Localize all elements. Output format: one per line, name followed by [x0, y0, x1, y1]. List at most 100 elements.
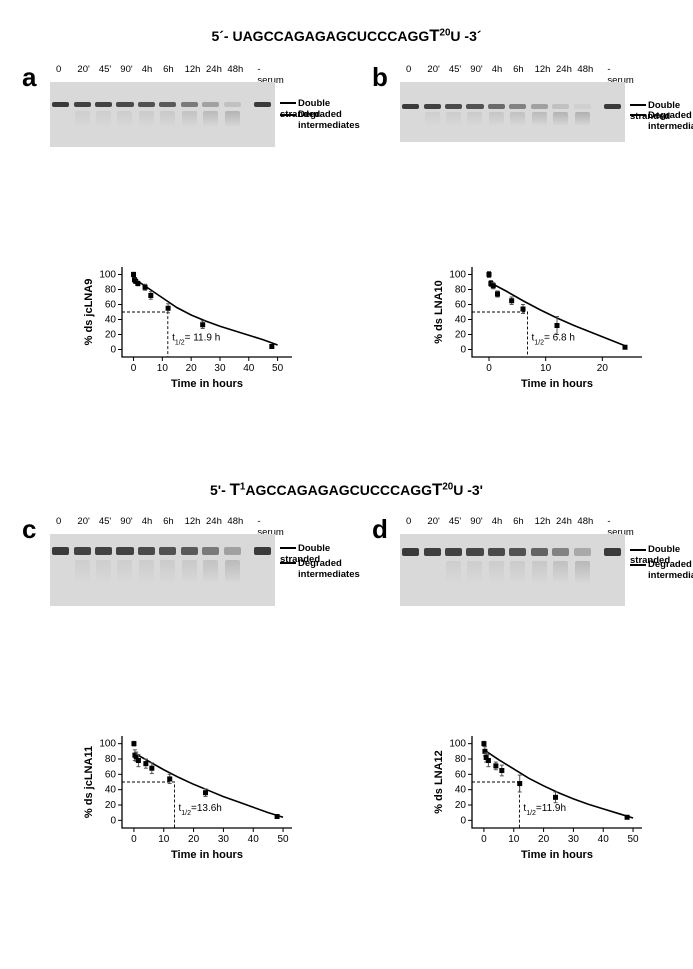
- panel-d-lane-labels: 020'45'90'4h6h12h24h48h-serum: [406, 516, 631, 530]
- lane-label: 48h: [577, 516, 593, 527]
- panel-d-gel: [400, 534, 625, 606]
- annot-text-deg: Degraded: [648, 559, 692, 570]
- svg-text:100: 100: [99, 270, 116, 281]
- svg-text:40: 40: [455, 315, 467, 326]
- svg-text:20: 20: [186, 363, 198, 374]
- svg-text:80: 80: [105, 285, 117, 296]
- svg-text:20: 20: [105, 330, 117, 341]
- svg-text:60: 60: [455, 300, 467, 311]
- lane-label: 45': [449, 64, 461, 75]
- svg-text:40: 40: [105, 785, 117, 796]
- lane-label: 48h: [227, 64, 243, 75]
- svg-text:30: 30: [568, 834, 580, 845]
- lane-label: 6h: [513, 516, 524, 527]
- svg-text:0: 0: [460, 815, 466, 826]
- svg-text:0: 0: [131, 363, 137, 374]
- panel-b-gel: [400, 82, 625, 142]
- lane-label: 45': [449, 516, 461, 527]
- svg-text:40: 40: [105, 315, 117, 326]
- svg-text:60: 60: [105, 769, 117, 780]
- lane-label: 0: [56, 516, 61, 527]
- annot-text-deg: Degraded: [298, 109, 342, 120]
- lane-label: 20': [77, 64, 89, 75]
- svg-text:0: 0: [110, 345, 116, 356]
- lane-label: 90': [470, 516, 482, 527]
- svg-text:20: 20: [597, 363, 609, 374]
- lane-label: 45': [99, 64, 111, 75]
- svg-text:80: 80: [455, 285, 467, 296]
- svg-text:t1/2=13.6h: t1/2=13.6h: [178, 803, 221, 817]
- svg-text:t1/2= 11.9 h: t1/2= 11.9 h: [172, 333, 220, 347]
- lane-label: 0: [406, 64, 411, 75]
- lane-label: 12h: [185, 516, 201, 527]
- lane-label: 90': [120, 516, 132, 527]
- svg-text:80: 80: [455, 754, 467, 765]
- lane-label: 4h: [492, 516, 503, 527]
- svg-text:% ds LNA12: % ds LNA12: [433, 750, 445, 814]
- svg-text:Time in hours: Time in hours: [171, 849, 243, 860]
- svg-text:t1/2= 6.8 h: t1/2= 6.8 h: [532, 333, 575, 347]
- lane-label: 20': [77, 516, 89, 527]
- lane-label: 6h: [513, 64, 524, 75]
- svg-text:30: 30: [214, 363, 226, 374]
- annot-text-deg: Degraded: [298, 558, 342, 569]
- lane-label: 24h: [206, 516, 222, 527]
- panel-c-gel-area: 020'45'90'4h6h12h24h48h-serum Double str…: [50, 516, 365, 606]
- svg-text:20: 20: [538, 834, 550, 845]
- sequence-header-top: 5´- UAGCCAGAGAGCUCCCAGGT20U -3´: [0, 26, 693, 46]
- svg-text:50: 50: [627, 834, 639, 845]
- svg-text:100: 100: [449, 270, 466, 281]
- lane-label: 12h: [185, 64, 201, 75]
- svg-text:40: 40: [243, 363, 255, 374]
- lane-label: 90': [470, 64, 482, 75]
- sequence-header-bottom: 5'- T1AGCCAGAGAGCUCCCAGGT20U -3': [0, 480, 693, 500]
- panel-b-annot-deg: Degradedintermediates: [630, 110, 693, 132]
- lane-label: 24h: [206, 64, 222, 75]
- svg-text:10: 10: [157, 363, 169, 374]
- svg-text:0: 0: [110, 815, 116, 826]
- panel-b-chart: 01020020406080100t1/2= 6.8 hTime in hour…: [430, 259, 650, 389]
- lane-label: 4h: [492, 64, 503, 75]
- svg-text:60: 60: [455, 769, 467, 780]
- lane-label: 6h: [163, 516, 174, 527]
- panel-d-chart: 01020304050020406080100t1/2=11.9hTime in…: [430, 728, 650, 860]
- panel-a-lane-labels: 020'45'90'4h6h12h24h48h-serum: [56, 64, 281, 78]
- panel-c-chart: 01020304050020406080100t1/2=13.6hTime in…: [80, 728, 300, 860]
- annot-text-int: intermediates: [648, 570, 693, 581]
- lane-label: 20': [427, 64, 439, 75]
- panel-a-label: a: [22, 62, 36, 93]
- panel-c: c 020'45'90'4h6h12h24h48h-serum Double s…: [50, 516, 365, 606]
- annot-text-int: intermediates: [648, 121, 693, 132]
- panel-a-gel: [50, 82, 275, 147]
- lane-label: 12h: [535, 516, 551, 527]
- svg-text:20: 20: [188, 834, 200, 845]
- svg-text:40: 40: [598, 834, 610, 845]
- svg-text:t1/2=11.9h: t1/2=11.9h: [523, 803, 566, 817]
- panel-c-gel: [50, 534, 275, 606]
- lane-label: 20': [427, 516, 439, 527]
- panel-a-gel-area: 020'45'90'4h6h12h24h48h-serum Double str…: [50, 64, 365, 147]
- svg-text:100: 100: [99, 739, 116, 750]
- svg-text:10: 10: [540, 363, 552, 374]
- panel-c-lane-labels: 020'45'90'4h6h12h24h48h-serum: [56, 516, 281, 530]
- panel-c-label: c: [22, 514, 36, 545]
- lane-label: 24h: [556, 516, 572, 527]
- lane-label: 4h: [142, 64, 153, 75]
- svg-text:0: 0: [131, 834, 137, 845]
- lane-label: 90': [120, 64, 132, 75]
- panel-d-annot-deg: Degradedintermediates: [630, 559, 693, 581]
- panel-a: a 020'45'90'4h6h12h24h48h-serum Double s…: [50, 64, 365, 147]
- panel-c-annot-deg: Degradedintermediates: [280, 558, 360, 580]
- lane-label: 48h: [577, 64, 593, 75]
- panel-b-lane-labels: 020'45'90'4h6h12h24h48h-serum: [406, 64, 631, 78]
- svg-text:40: 40: [455, 785, 467, 796]
- svg-text:20: 20: [105, 800, 117, 811]
- svg-text:0: 0: [486, 363, 492, 374]
- svg-text:Time in hours: Time in hours: [171, 378, 243, 389]
- lane-label: 0: [406, 516, 411, 527]
- svg-text:80: 80: [105, 754, 117, 765]
- panel-b-gel-area: 020'45'90'4h6h12h24h48h-serum Double str…: [400, 64, 693, 142]
- svg-text:% ds LNA10: % ds LNA10: [433, 280, 445, 344]
- svg-text:40: 40: [248, 834, 260, 845]
- svg-text:60: 60: [105, 300, 117, 311]
